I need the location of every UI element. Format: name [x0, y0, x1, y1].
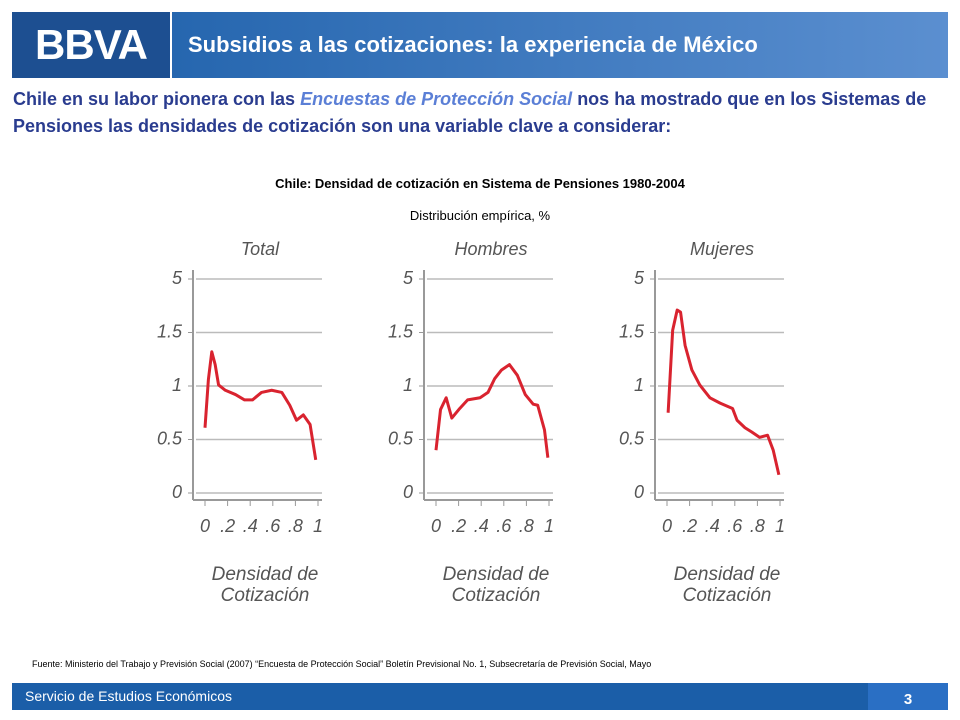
y-tick-label: 0.5 — [157, 428, 183, 448]
x-tick-label: .6 — [496, 516, 512, 536]
x-tick-label: 1 — [544, 516, 554, 536]
x-tick-label: 0 — [431, 516, 441, 536]
x-tick-label: .4 — [243, 516, 258, 536]
x-axis-label: Densidad de Cotización — [211, 564, 319, 606]
density-line — [203, 350, 318, 461]
source-note: Fuente: Ministerio del Trabajo y Previsi… — [32, 659, 652, 669]
x-tick-label: .8 — [288, 516, 303, 536]
density-line — [666, 308, 781, 476]
figure-title: Chile: Densidad de cotización en Sistema… — [275, 176, 685, 191]
x-tick-label: .6 — [727, 516, 743, 536]
slide-title: Subsidios a las cotizaciones: la experie… — [188, 32, 758, 57]
chart-title: Hombres — [454, 239, 527, 259]
x-tick-label: .2 — [220, 516, 235, 536]
page-number: 3 — [868, 683, 948, 710]
x-tick-label: 0 — [662, 516, 672, 536]
y-tick-label: 5 — [634, 268, 645, 288]
chart-title: Total — [241, 239, 280, 259]
lead-text-part: Chile en su labor pionera con las — [13, 89, 301, 109]
x-tick-label: .6 — [265, 516, 281, 536]
x-tick-label: .2 — [682, 516, 697, 536]
y-tick-label: 1 — [403, 375, 413, 395]
y-tick-label: 0 — [634, 482, 644, 502]
y-tick-label: 0 — [172, 482, 182, 502]
y-tick-label: 0 — [403, 482, 413, 502]
footer-bar — [12, 683, 948, 710]
figure-subtitle: Distribución empírica, % — [409, 208, 551, 223]
y-tick-label: 1 — [172, 375, 182, 395]
x-tick-label: .4 — [705, 516, 720, 536]
y-tick-label: 1.5 — [388, 321, 414, 341]
x-tick-label: .2 — [451, 516, 466, 536]
logo: BBVA — [12, 12, 172, 78]
y-tick-label: 0.5 — [619, 428, 645, 448]
x-axis-label: Densidad de Cotización — [673, 564, 781, 606]
y-tick-label: 1.5 — [157, 321, 183, 341]
x-tick-label: 1 — [775, 516, 785, 536]
y-tick-label: 5 — [172, 268, 183, 288]
x-tick-label: .8 — [750, 516, 765, 536]
x-tick-label: .8 — [519, 516, 534, 536]
x-tick-label: 0 — [200, 516, 210, 536]
lead-text: Chile en su labor pionera con las Encues… — [13, 86, 943, 140]
lead-emphasis: Encuestas de Protección Social — [300, 89, 573, 109]
footer-text: Servicio de Estudios Económicos — [25, 688, 232, 704]
density-line — [434, 363, 550, 458]
x-tick-label: .4 — [474, 516, 489, 536]
y-tick-label: 1 — [634, 375, 644, 395]
x-tick-label: 1 — [313, 516, 323, 536]
chart-title: Mujeres — [690, 239, 754, 259]
y-tick-label: 1.5 — [619, 321, 645, 341]
y-tick-label: 5 — [403, 268, 414, 288]
y-tick-label: 0.5 — [388, 428, 414, 448]
lead-text-part: nos ha mostrado que en los Sistemas de P… — [13, 89, 927, 136]
x-axis-label: Densidad de Cotización — [442, 564, 550, 606]
